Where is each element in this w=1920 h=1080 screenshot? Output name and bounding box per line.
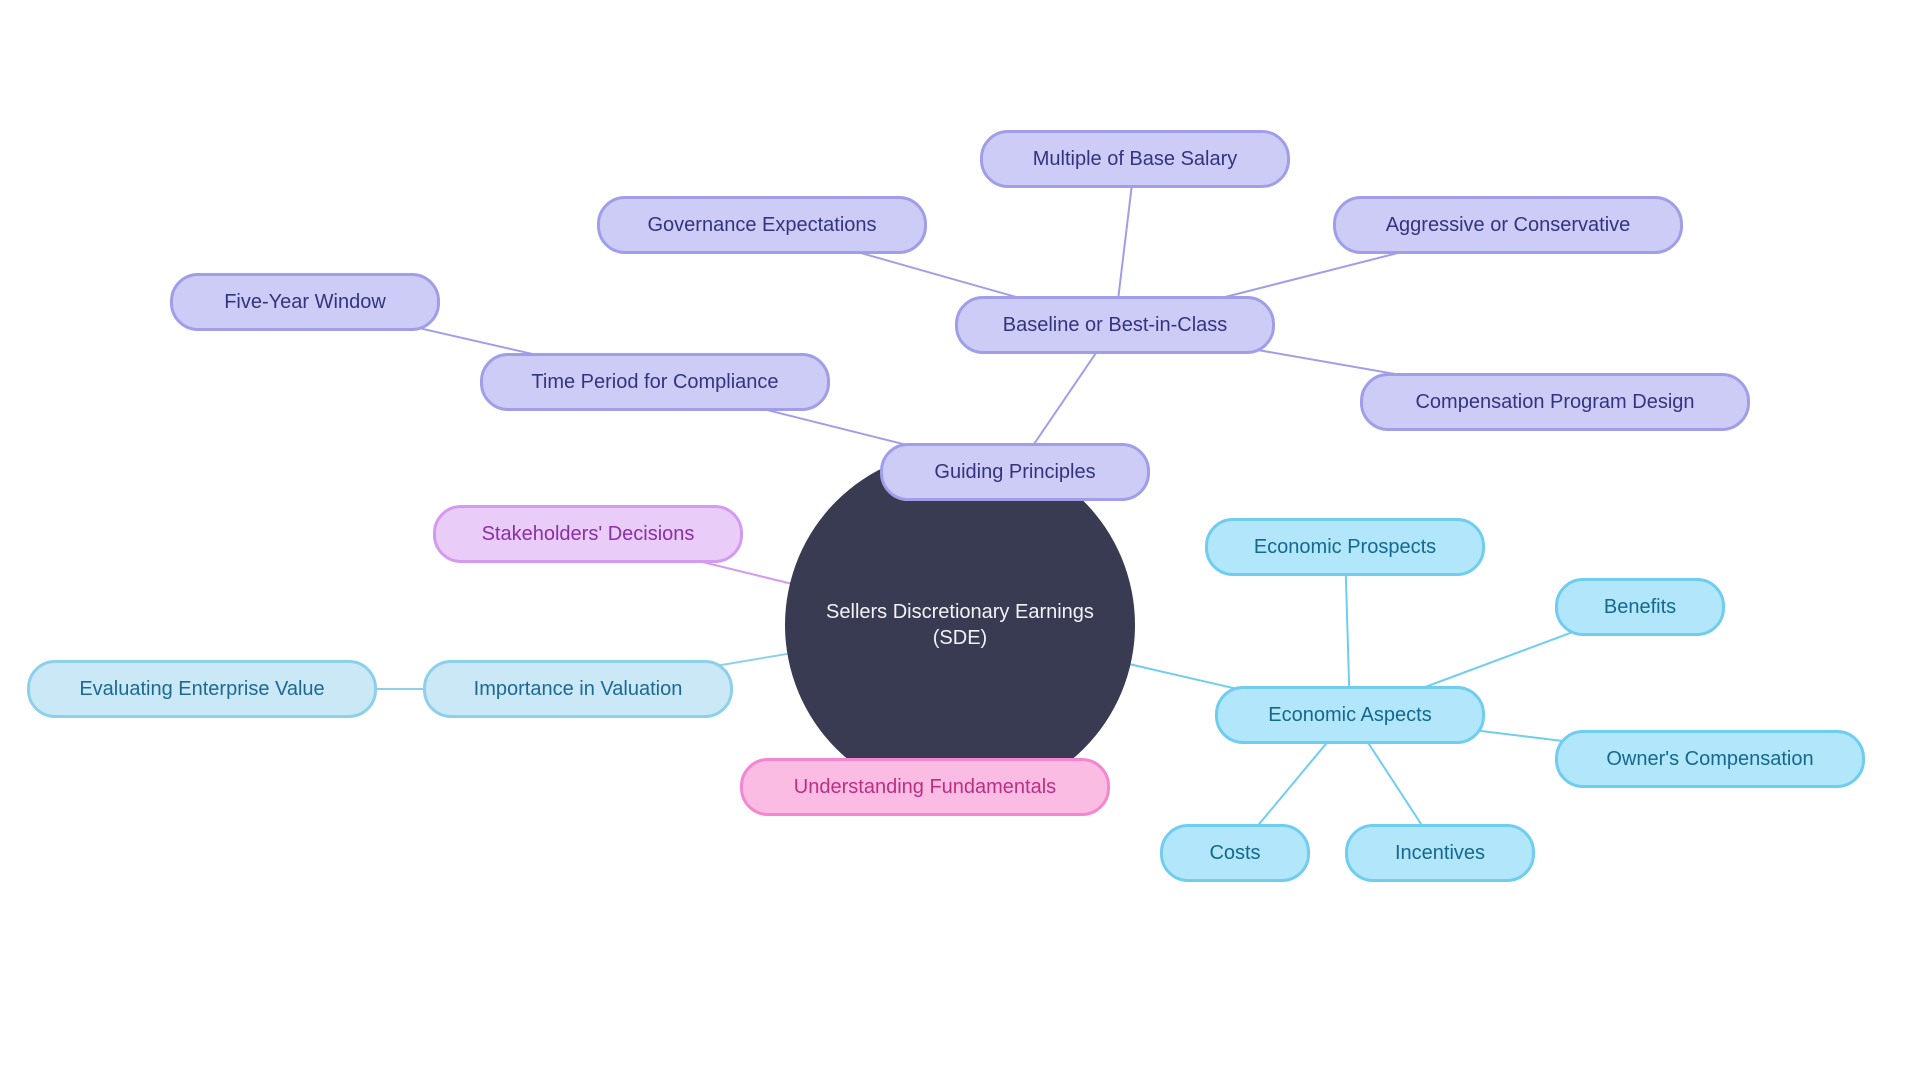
node-label: Multiple of Base Salary xyxy=(1033,148,1238,171)
node-label: Economic Prospects xyxy=(1254,536,1436,559)
node-label: Importance in Valuation xyxy=(474,678,683,701)
node-guiding: Guiding Principles xyxy=(880,443,1150,501)
node-economic: Economic Aspects xyxy=(1215,686,1485,744)
node-aggressive: Aggressive or Conservative xyxy=(1333,196,1683,254)
node-label: Baseline or Best-in-Class xyxy=(1003,314,1228,337)
node-label: Costs xyxy=(1209,842,1260,865)
node-label: Incentives xyxy=(1395,842,1485,865)
node-label: Five-Year Window xyxy=(224,291,386,314)
node-benefits: Benefits xyxy=(1555,578,1725,636)
node-incentives: Incentives xyxy=(1345,824,1535,882)
center-node: Sellers Discretionary Earnings (SDE) xyxy=(785,450,1135,800)
node-label: Governance Expectations xyxy=(647,214,876,237)
node-label: Owner's Compensation xyxy=(1606,748,1813,771)
node-compdesign: Compensation Program Design xyxy=(1360,373,1750,431)
node-timeperiod: Time Period for Compliance xyxy=(480,353,830,411)
node-label: Aggressive or Conservative xyxy=(1386,214,1631,237)
node-stakeholders: Stakeholders' Decisions xyxy=(433,505,743,563)
node-fundamentals: Understanding Fundamentals xyxy=(740,758,1110,816)
mindmap-canvas: Sellers Discretionary Earnings (SDE) Guid… xyxy=(0,0,1920,1080)
node-label: Evaluating Enterprise Value xyxy=(79,678,324,701)
node-label: Compensation Program Design xyxy=(1415,391,1694,414)
node-label: Understanding Fundamentals xyxy=(794,776,1056,799)
node-costs: Costs xyxy=(1160,824,1310,882)
node-label: Benefits xyxy=(1604,596,1676,619)
node-ownercomp: Owner's Compensation xyxy=(1555,730,1865,788)
node-baseline: Baseline or Best-in-Class xyxy=(955,296,1275,354)
node-fiveyear: Five-Year Window xyxy=(170,273,440,331)
node-governance: Governance Expectations xyxy=(597,196,927,254)
node-multiple: Multiple of Base Salary xyxy=(980,130,1290,188)
node-importance: Importance in Valuation xyxy=(423,660,733,718)
node-label: Economic Aspects xyxy=(1268,704,1431,727)
node-prospects: Economic Prospects xyxy=(1205,518,1485,576)
center-node-label: Sellers Discretionary Earnings (SDE) xyxy=(805,599,1115,651)
node-enterprise: Evaluating Enterprise Value xyxy=(27,660,377,718)
node-label: Time Period for Compliance xyxy=(531,371,778,394)
node-label: Stakeholders' Decisions xyxy=(482,523,695,546)
node-label: Guiding Principles xyxy=(934,461,1095,484)
